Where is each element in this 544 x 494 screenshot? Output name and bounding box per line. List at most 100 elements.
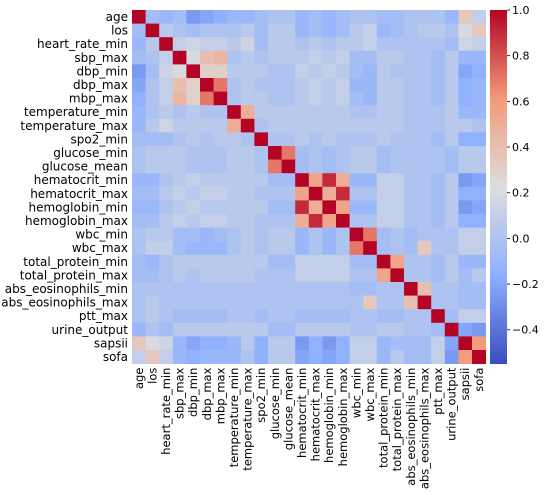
heatmap-cell-sapsii-wbc_max <box>363 336 378 351</box>
heatmap-cell-heart_rate_min-heart_rate_min <box>159 37 174 52</box>
heatmap-cell-hemoglobin_max-hematocrit_min <box>295 214 310 228</box>
heatmap-cell-wbc_max-wbc_max <box>363 241 378 256</box>
heatmap-cell-glucose_min-temperature_min <box>227 146 242 160</box>
heatmap-cell-hemoglobin_min-sbp_max <box>172 200 187 215</box>
heatmap-cell-temperature_min-wbc_max <box>363 105 378 120</box>
heatmap-cell-age-wbc_max <box>363 10 378 24</box>
x-tick-label-sbp_max: sbp_max <box>173 367 187 419</box>
heatmap-cell-ptt_max-glucose_mean <box>281 309 296 324</box>
heatmap-cell-hemoglobin_min-wbc_min <box>349 200 364 215</box>
heatmap-cell-wbc_min-urine_output <box>444 227 459 242</box>
heatmap-cell-hematocrit_max-glucose_min <box>268 186 282 201</box>
heatmap-cell-age-temperature_min <box>227 10 242 24</box>
heatmap-cell-temperature_max-temperature_min <box>227 118 242 133</box>
heatmap-cell-mbp_max-urine_output <box>444 91 459 106</box>
heatmap-cell-mbp_max-sofa <box>472 91 486 106</box>
heatmap-cell-total_protein_max-mbp_max <box>213 268 228 283</box>
heatmap-cell-los-hemoglobin_min <box>322 23 337 38</box>
heatmap-cell-mbp_max-hemoglobin_min <box>322 91 337 106</box>
heatmap-cell-glucose_min-sbp_max <box>172 146 187 160</box>
heatmap-cell-sapsii-wbc_min <box>349 336 364 351</box>
heatmap-cell-heart_rate_min-sapsii <box>458 37 473 52</box>
heatmap-cell-mbp_max-temperature_max <box>240 91 255 106</box>
heatmap-cell-hematocrit_min-age <box>132 173 146 188</box>
y-tick-label-hemoglobin_min: hemoglobin_min <box>29 200 129 214</box>
heatmap-cell-ptt_max-abs_eosinophils_min <box>404 309 418 324</box>
heatmap-cell-total_protein_min-mbp_max <box>213 254 228 269</box>
heatmap-cell-hemoglobin_min-total_protein_min <box>376 200 391 215</box>
heatmap-cell-hematocrit_min-dbp_min <box>186 173 201 188</box>
heatmap-cell-hematocrit_max-dbp_max <box>200 186 214 201</box>
heatmap-cell-ptt_max-temperature_max <box>240 309 255 324</box>
heatmap-cell-heart_rate_min-los <box>145 37 160 52</box>
heatmap-cell-mbp_max-total_protein_min <box>376 91 391 106</box>
heatmap-cell-hematocrit_min-temperature_min <box>227 173 242 188</box>
heatmap-cell-sofa-los <box>145 350 160 364</box>
heatmap-cell-hemoglobin_max-hematocrit_max <box>308 214 323 228</box>
heatmap-cell-temperature_min-hemoglobin_max <box>336 105 350 120</box>
heatmap-cell-sapsii-los <box>145 336 160 351</box>
heatmap-cell-hematocrit_max-temperature_max <box>240 186 255 201</box>
heatmap-cell-hematocrit_max-ptt_max <box>431 186 446 201</box>
heatmap-cell-hematocrit_min-los <box>145 173 160 188</box>
heatmap-cell-temperature_max-temperature_max <box>240 118 255 133</box>
heatmap-cell-mbp_max-glucose_min <box>268 91 282 106</box>
heatmap-cell-temperature_max-total_protein_min <box>376 118 391 133</box>
heatmap-cell-total_protein_min-urine_output <box>444 254 459 269</box>
heatmap-cell-ptt_max-age <box>132 309 146 324</box>
heatmap-cell-dbp_max-temperature_max <box>240 78 255 92</box>
x-tick-label-hematocrit_min: hematocrit_min <box>295 368 309 458</box>
heatmap-cell-ptt_max-spo2_min <box>254 309 269 324</box>
heatmap-cell-temperature_min-wbc_min <box>349 105 364 120</box>
heatmap-cell-abs_eosinophils_min-temperature_max <box>240 282 255 296</box>
y-tick-labels: agelosheart_rate_minsbp_maxdbp_mindbp_ma… <box>1 10 128 364</box>
heatmap-cell-los-hemoglobin_max <box>336 23 350 38</box>
heatmap-cell-heart_rate_min-wbc_max <box>363 37 378 52</box>
heatmap-cell-dbp_max-spo2_min <box>254 78 269 92</box>
heatmap-cell-hemoglobin_max-dbp_min <box>186 214 201 228</box>
heatmap-cell-hematocrit_max-los <box>145 186 160 201</box>
heatmap-cell-los-abs_eosinophils_min <box>404 23 418 38</box>
heatmap-cell-hematocrit_max-sbp_max <box>172 186 187 201</box>
heatmap-cell-dbp_max-abs_eosinophils_min <box>404 78 418 92</box>
heatmap-cell-wbc_min-abs_eosinophils_min <box>404 227 418 242</box>
heatmap-cell-glucose_mean-hemoglobin_max <box>336 159 350 174</box>
heatmap-cell-total_protein_min-ptt_max <box>431 254 446 269</box>
heatmap-cell-wbc_min-abs_eosinophils_max <box>417 227 432 242</box>
heatmap-cell-hemoglobin_min-wbc_max <box>363 200 378 215</box>
heatmap-cell-abs_eosinophils_max-temperature_max <box>240 295 255 310</box>
heatmap-cell-urine_output-hematocrit_max <box>308 322 323 337</box>
heatmap-cell-age-dbp_max <box>200 10 214 24</box>
heatmap-cell-sapsii-heart_rate_min <box>159 336 174 351</box>
heatmap-cell-sofa-abs_eosinophils_max <box>417 350 432 364</box>
x-tick-label-abs_eosinophils_max: abs_eosinophils_max <box>417 367 431 489</box>
heatmap-cell-hematocrit_min-sofa <box>472 173 486 188</box>
heatmap-cell-hemoglobin_min-sapsii <box>458 200 473 215</box>
heatmap-cell-sofa-dbp_min <box>186 350 201 364</box>
y-tick-label-sapsii: sapsii <box>94 336 128 350</box>
heatmap-cell-sapsii-dbp_max <box>200 336 214 351</box>
heatmap-cell-total_protein_min-hematocrit_min <box>295 254 310 269</box>
heatmap-cell-dbp_min-dbp_min <box>186 64 201 79</box>
x-tick-label-wbc_min: wbc_min <box>349 368 363 418</box>
heatmap-cell-dbp_max-ptt_max <box>431 78 446 92</box>
heatmap-cell-sbp_max-mbp_max <box>213 50 228 65</box>
heatmap-cell-urine_output-spo2_min <box>254 322 269 337</box>
heatmap-cell-ptt_max-wbc_min <box>349 309 364 324</box>
heatmap-cell-glucose_mean-spo2_min <box>254 159 269 174</box>
y-tick-label-total_protein_min: total_protein_min <box>23 255 128 269</box>
heatmap-cell-urine_output-mbp_max <box>213 322 228 337</box>
heatmap-cell-sbp_max-abs_eosinophils_max <box>417 50 432 65</box>
heatmap-cell-abs_eosinophils_min-hematocrit_min <box>295 282 310 296</box>
heatmap-cell-hematocrit_max-age <box>132 186 146 201</box>
heatmap-cell-dbp_max-mbp_max <box>213 78 228 92</box>
heatmap-cell-hemoglobin_max-wbc_min <box>349 214 364 228</box>
heatmap-cell-mbp_max-ptt_max <box>431 91 446 106</box>
heatmap-cell-abs_eosinophils_max-spo2_min <box>254 295 269 310</box>
heatmap-cell-temperature_max-spo2_min <box>254 118 269 133</box>
heatmap-cell-total_protein_min-glucose_min <box>268 254 282 269</box>
heatmap-cell-los-total_protein_max <box>390 23 405 38</box>
heatmap-cell-los-glucose_mean <box>281 23 296 38</box>
heatmap-cell-hemoglobin_max-glucose_mean <box>281 214 296 228</box>
heatmap-cell-hemoglobin_min-total_protein_max <box>390 200 405 215</box>
